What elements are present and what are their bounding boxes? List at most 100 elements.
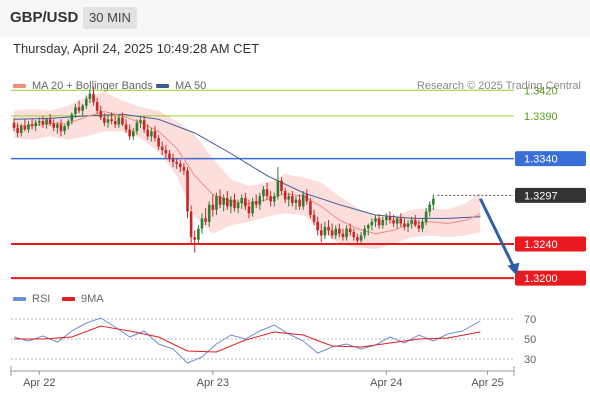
x-tick-label: Apr 22	[23, 377, 55, 389]
level-box-1.3240	[515, 236, 586, 252]
level-label-1.3420: 1.3420	[524, 85, 558, 97]
candle-body	[323, 226, 327, 236]
level-label-1.3200: 1.3200	[524, 273, 558, 285]
timestamp: Thursday, April 24, 2025 10:49:28 AM CET	[13, 41, 260, 56]
candle-body	[233, 199, 236, 209]
level-label-1.3390: 1.3390	[524, 111, 558, 123]
candle-body	[106, 119, 110, 123]
candle-body	[301, 194, 305, 207]
candle-body	[345, 228, 348, 238]
candle-body	[59, 124, 63, 132]
legend-label-rsi: RSI	[32, 293, 51, 305]
candle-body	[16, 127, 19, 133]
candle-body	[272, 196, 276, 202]
candle-body	[305, 194, 309, 202]
x-tick-label: Apr 25	[471, 377, 503, 389]
candle-body	[131, 131, 135, 137]
candle-body	[168, 153, 171, 159]
candle-body	[424, 211, 428, 222]
candle-body	[316, 221, 319, 231]
candle-body	[280, 180, 283, 192]
candle-body	[142, 120, 146, 130]
candle-body	[406, 223, 410, 227]
candle-body	[88, 93, 92, 99]
candle-body	[334, 228, 338, 236]
candle-body	[236, 203, 240, 209]
candle-body	[225, 197, 229, 207]
legend-swatch-ma20	[13, 84, 26, 89]
level-label-1.3340: 1.3340	[524, 154, 558, 166]
candle-body	[403, 223, 406, 227]
candle-body	[327, 226, 330, 231]
candle-body	[81, 105, 84, 111]
candle-body	[182, 167, 186, 171]
legend-ma50: MA 50	[156, 80, 206, 92]
candle-body	[175, 162, 178, 164]
candle-body	[113, 121, 117, 125]
candle-body	[258, 196, 262, 205]
candle-body	[19, 126, 23, 133]
candle-body	[283, 191, 287, 200]
candle-body	[381, 220, 385, 226]
x-tick-label: Apr 23	[197, 377, 229, 389]
rsi-9ma-line	[14, 325, 481, 353]
candle-body	[265, 189, 269, 197]
candle-body	[432, 198, 435, 205]
candle-body	[399, 218, 403, 224]
rsi-line	[13, 317, 481, 364]
candle-body	[95, 102, 99, 111]
candle-body	[63, 126, 66, 132]
candle-body	[312, 214, 316, 222]
candle-body	[352, 232, 356, 238]
candle-body	[244, 197, 247, 207]
candle-body	[30, 124, 34, 127]
candle-body	[222, 197, 225, 205]
credit-text: Research © 2025 Trading Central	[416, 80, 581, 92]
candle-body	[92, 93, 95, 103]
legend-label-9ma: 9MA	[81, 293, 104, 305]
candle-body	[200, 218, 204, 229]
candle-body	[164, 150, 168, 154]
x-tick-label: Apr 24	[370, 377, 402, 389]
candle-body	[413, 220, 417, 226]
candle-body	[124, 124, 128, 130]
legend-9ma: 9MA	[62, 293, 104, 305]
candle-body	[417, 225, 421, 229]
candle-body	[421, 221, 424, 229]
candle-body	[135, 122, 139, 132]
candle-body	[291, 196, 294, 203]
candle-body	[262, 189, 265, 197]
candle-body	[388, 216, 392, 221]
candle-body	[74, 107, 77, 115]
candle-body	[254, 201, 258, 205]
candle-body	[128, 129, 131, 137]
level-box-1.3340	[515, 151, 586, 167]
candle-body	[298, 199, 301, 207]
candle-body	[385, 216, 388, 221]
candle-body	[428, 204, 432, 212]
legend-label-ma50: MA 50	[175, 80, 207, 92]
timeframe-button[interactable]: 30 MIN	[83, 7, 137, 29]
candle-body	[171, 158, 175, 162]
candle-body	[150, 131, 153, 137]
candle-body	[189, 211, 193, 238]
candle-body	[23, 126, 27, 130]
candle-body	[240, 197, 244, 203]
level-label-1.3240: 1.3240	[524, 239, 558, 251]
candle-body	[110, 119, 113, 121]
candle-body	[117, 117, 121, 125]
candle-body	[363, 228, 366, 236]
candle-body	[341, 233, 345, 238]
candle-body	[374, 218, 377, 222]
candle-body	[121, 117, 124, 125]
candle-body	[56, 124, 59, 128]
candle-body	[41, 121, 45, 125]
candle-body	[319, 230, 323, 236]
candle-body	[139, 120, 142, 123]
candle-body	[366, 225, 370, 229]
forecast-arrow-head	[507, 262, 520, 276]
candle-body	[66, 121, 70, 127]
candle-body	[215, 196, 218, 210]
candle-body	[204, 218, 207, 222]
